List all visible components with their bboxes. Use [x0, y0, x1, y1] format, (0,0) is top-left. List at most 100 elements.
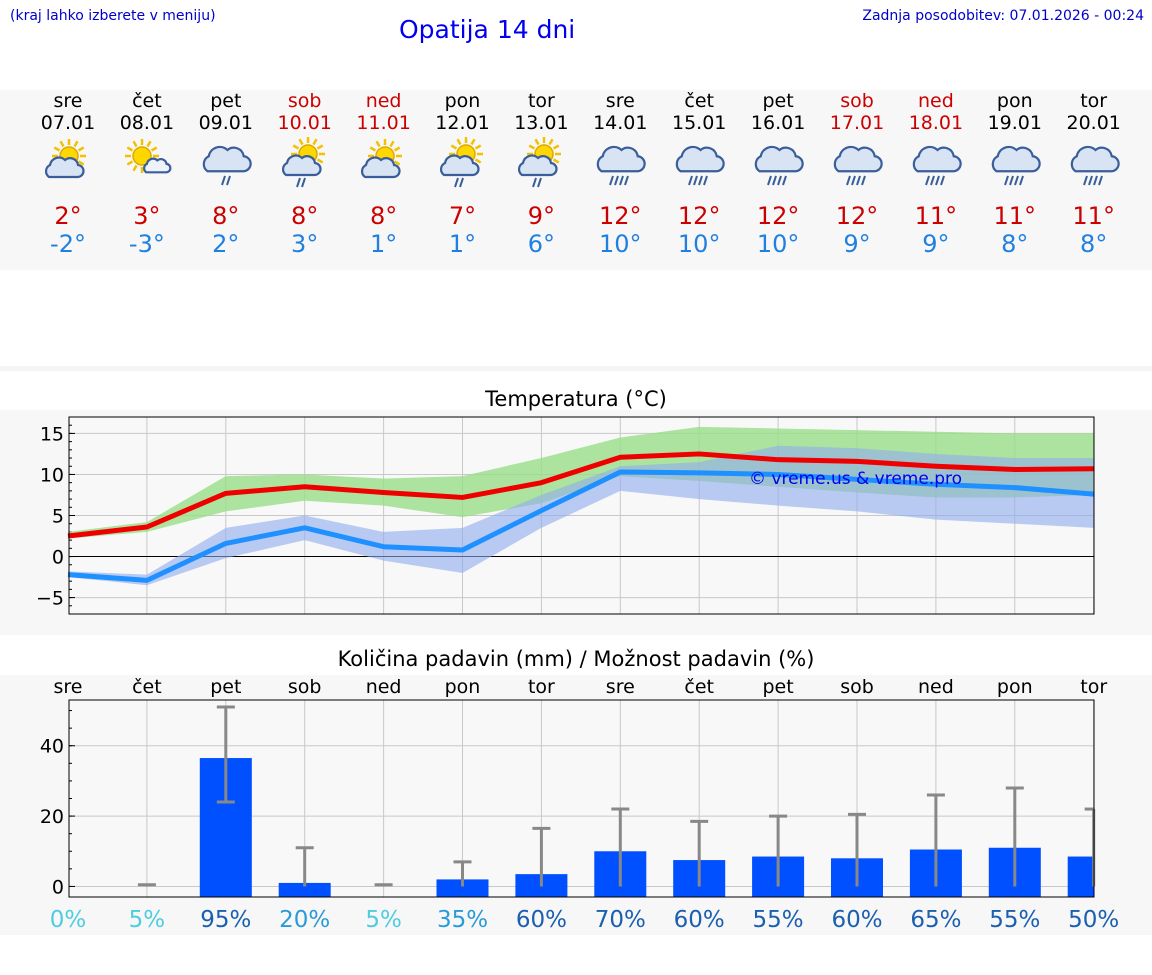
day-date: 14.01: [593, 112, 648, 134]
precip-category-label: sob: [840, 676, 874, 698]
cloud-shape: [754, 145, 804, 173]
temp-min: 6°: [527, 230, 556, 258]
day-date: 11.01: [356, 112, 411, 134]
sun-cloud-rain-icon: [501, 134, 581, 202]
cloud-heavy-rain-icon: [659, 134, 739, 202]
day-column: sob 17.01 12° 9°: [817, 90, 897, 258]
day-date: 20.01: [1066, 112, 1121, 134]
cloud-heavy-rain-icon: [896, 134, 976, 202]
temp-max: 2°: [54, 202, 82, 230]
day-column: čet 08.01 3° -3°: [107, 90, 187, 258]
precip-category-label: sre: [54, 676, 83, 698]
page-title: Opatija 14 dni: [399, 15, 576, 44]
rain-drop: [1082, 175, 1088, 186]
precip-bar: [278, 882, 331, 897]
day-name: ned: [917, 90, 954, 112]
day-column: sob 10.01 8° 3°: [265, 90, 345, 258]
temp-max: 7°: [448, 202, 477, 230]
temperature-ytick-label: 10: [40, 464, 64, 486]
day-column: ned 18.01 11° 9°: [896, 90, 976, 258]
sun-ray: [455, 138, 462, 146]
cloud-heavy-rain-icon: [817, 134, 897, 202]
sun-cloud-rain-icon: [423, 134, 503, 202]
rain-drop: [624, 175, 630, 186]
temperature-ytick-label: 0: [52, 547, 64, 569]
temp-max: 12°: [756, 202, 800, 230]
sun-ray: [553, 144, 560, 150]
last-update: Zadnja posodobitev: 07.01.2026 - 00:24: [862, 8, 1144, 24]
day-date: 13.01: [514, 112, 569, 134]
rain-drop: [1097, 175, 1103, 186]
day-name: čet: [132, 90, 162, 112]
precip-category-label: ned: [918, 676, 954, 698]
sun-ray: [132, 140, 138, 148]
rain-drop: [929, 175, 935, 186]
day-name: sob: [287, 90, 322, 112]
rain-drop: [295, 177, 301, 188]
rain-drop: [934, 175, 940, 186]
precip-probability-label: 95%: [200, 907, 251, 933]
day-column: pet 16.01 12° 10°: [738, 90, 818, 258]
sun-ray: [316, 158, 324, 164]
temperature-ytick-label: 5: [52, 506, 64, 528]
precip-probability-label: 35%: [437, 907, 488, 933]
sun-disc: [132, 146, 152, 166]
cloud-shape: [281, 154, 322, 177]
sun-ray: [150, 146, 158, 152]
day-name: tor: [1080, 90, 1108, 112]
rain-drop: [782, 175, 788, 186]
rain-drop: [861, 175, 866, 186]
precip-ytick-label: 0: [52, 876, 64, 898]
cloud-shape: [833, 145, 883, 173]
day-column: čet 15.01 12° 10°: [659, 90, 739, 258]
precip-probability-label: 65%: [910, 907, 961, 933]
precip-ytick-label: 20: [40, 806, 64, 828]
temp-min: 10°: [677, 230, 721, 258]
day-date: 09.01: [198, 112, 253, 134]
day-column: ned 11.01 8° 1°: [344, 90, 424, 258]
temp-max: 8°: [291, 202, 319, 230]
sun-ray: [529, 144, 536, 150]
rain-drop: [856, 175, 861, 186]
day-column: tor 20.01 11° 8°: [1054, 90, 1134, 258]
cloud-shape: [360, 156, 401, 179]
day-column: pon 19.01 11° 8°: [975, 90, 1055, 258]
precip-probability-label: 50%: [1068, 907, 1119, 933]
rain-drop: [688, 175, 694, 186]
sun-ray: [292, 144, 299, 150]
sun-ray: [146, 140, 152, 148]
day-date: 15.01: [671, 112, 727, 134]
sun-cloud-rain-icon: [265, 134, 345, 202]
sun-cloud-icon: [344, 134, 424, 202]
rain-drop: [846, 175, 851, 186]
sun-ray: [77, 160, 85, 166]
sun-ray: [77, 146, 85, 152]
temp-min: 8°: [1080, 230, 1108, 258]
cloud-heavy-rain-icon: [580, 134, 660, 202]
sun-ray: [474, 158, 481, 164]
precip-probability-label: 5%: [129, 907, 166, 933]
temp-max: 11°: [993, 202, 1037, 230]
day-name: tor: [527, 90, 555, 112]
precip-ytick-label: 40: [40, 736, 64, 758]
day-column: sre 14.01 12° 10°: [580, 90, 660, 258]
rain-drop: [851, 175, 856, 186]
rain-drop: [1003, 175, 1009, 186]
rain-drop: [453, 177, 459, 188]
day-column: pet 09.01 8° 2°: [186, 90, 266, 258]
temp-min: 8°: [1001, 230, 1029, 258]
sun-ray: [53, 146, 61, 152]
sun-ray: [316, 144, 324, 150]
temp-max: 11°: [914, 202, 958, 230]
day-name: pet: [762, 90, 794, 112]
precip-category-label: pon: [997, 676, 1033, 698]
rain-drop: [1087, 175, 1093, 186]
rain-drop: [1092, 175, 1098, 186]
min-temp-line: [67, 469, 1094, 583]
precip-category-label: tor: [528, 676, 555, 698]
separator: [0, 366, 1152, 371]
day-name: pon: [996, 90, 1033, 112]
temp-min: 1°: [448, 230, 477, 258]
sun-ray: [59, 140, 65, 148]
